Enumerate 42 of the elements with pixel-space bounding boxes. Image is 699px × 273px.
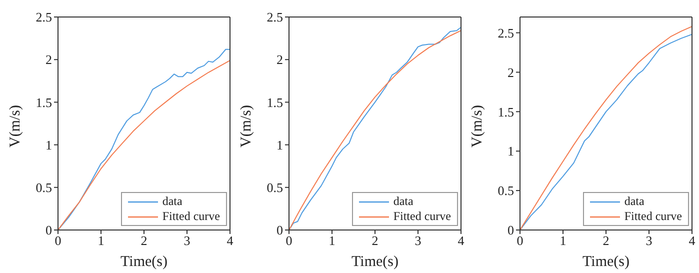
x-tick-label: 2 bbox=[140, 233, 148, 248]
y-tick-label: 0.5 bbox=[266, 180, 283, 196]
y-tick-label: 1.5 bbox=[498, 104, 514, 120]
x-tick-label: 1 bbox=[328, 233, 336, 248]
legend-label: Fitted curve bbox=[393, 209, 451, 224]
x-tick-label: 4 bbox=[688, 233, 696, 248]
x-tick-label: 3 bbox=[184, 233, 190, 248]
y-tick-label: 1 bbox=[276, 137, 283, 152]
x-tick-label: 3 bbox=[414, 233, 422, 248]
legend-label: Fitted curve bbox=[162, 209, 220, 224]
legend-label: data bbox=[624, 194, 644, 209]
y-tick-label: 0 bbox=[46, 222, 52, 238]
x-tick-label: 4 bbox=[458, 233, 465, 248]
x-tick-label: 2 bbox=[372, 233, 378, 248]
y-tick-label: 0 bbox=[276, 222, 283, 238]
legend-label: Fitted curve bbox=[624, 209, 682, 224]
x-axis-title: Time(s) bbox=[120, 254, 168, 270]
x-tick-label: 4 bbox=[226, 233, 234, 248]
y-tick-label: 1 bbox=[508, 144, 514, 159]
y-tick-label: 0.5 bbox=[498, 183, 514, 198]
y-tick-label: 1.5 bbox=[266, 94, 283, 110]
y-tick-label: 2 bbox=[508, 64, 514, 80]
y-axis-title: V(m/s) bbox=[7, 105, 24, 148]
legend-label: data bbox=[393, 194, 414, 209]
y-tick-label: 0.5 bbox=[36, 180, 52, 196]
y-tick-label: 1 bbox=[46, 137, 52, 152]
x-tick-label: 2 bbox=[602, 233, 610, 248]
x-tick-label: 3 bbox=[646, 233, 652, 248]
y-axis-title: V(m/s) bbox=[469, 105, 486, 148]
y-tick-label: 2.5 bbox=[498, 25, 514, 40]
y-tick-label: 1.5 bbox=[36, 94, 52, 110]
x-axis-title: Time(s) bbox=[352, 254, 398, 270]
x-tick-label: 1 bbox=[98, 233, 104, 248]
x-tick-label: 1 bbox=[560, 233, 566, 248]
y-tick-label: 2.5 bbox=[266, 10, 283, 25]
y-tick-label: 2.5 bbox=[36, 10, 52, 25]
x-axis-title: Time(s) bbox=[582, 254, 630, 270]
y-axis-title: V(m/s) bbox=[238, 105, 254, 148]
y-tick-label: 0 bbox=[508, 222, 514, 238]
y-tick-label: 2 bbox=[46, 52, 52, 68]
y-tick-label: 2 bbox=[276, 52, 283, 68]
legend-label: data bbox=[162, 194, 182, 209]
